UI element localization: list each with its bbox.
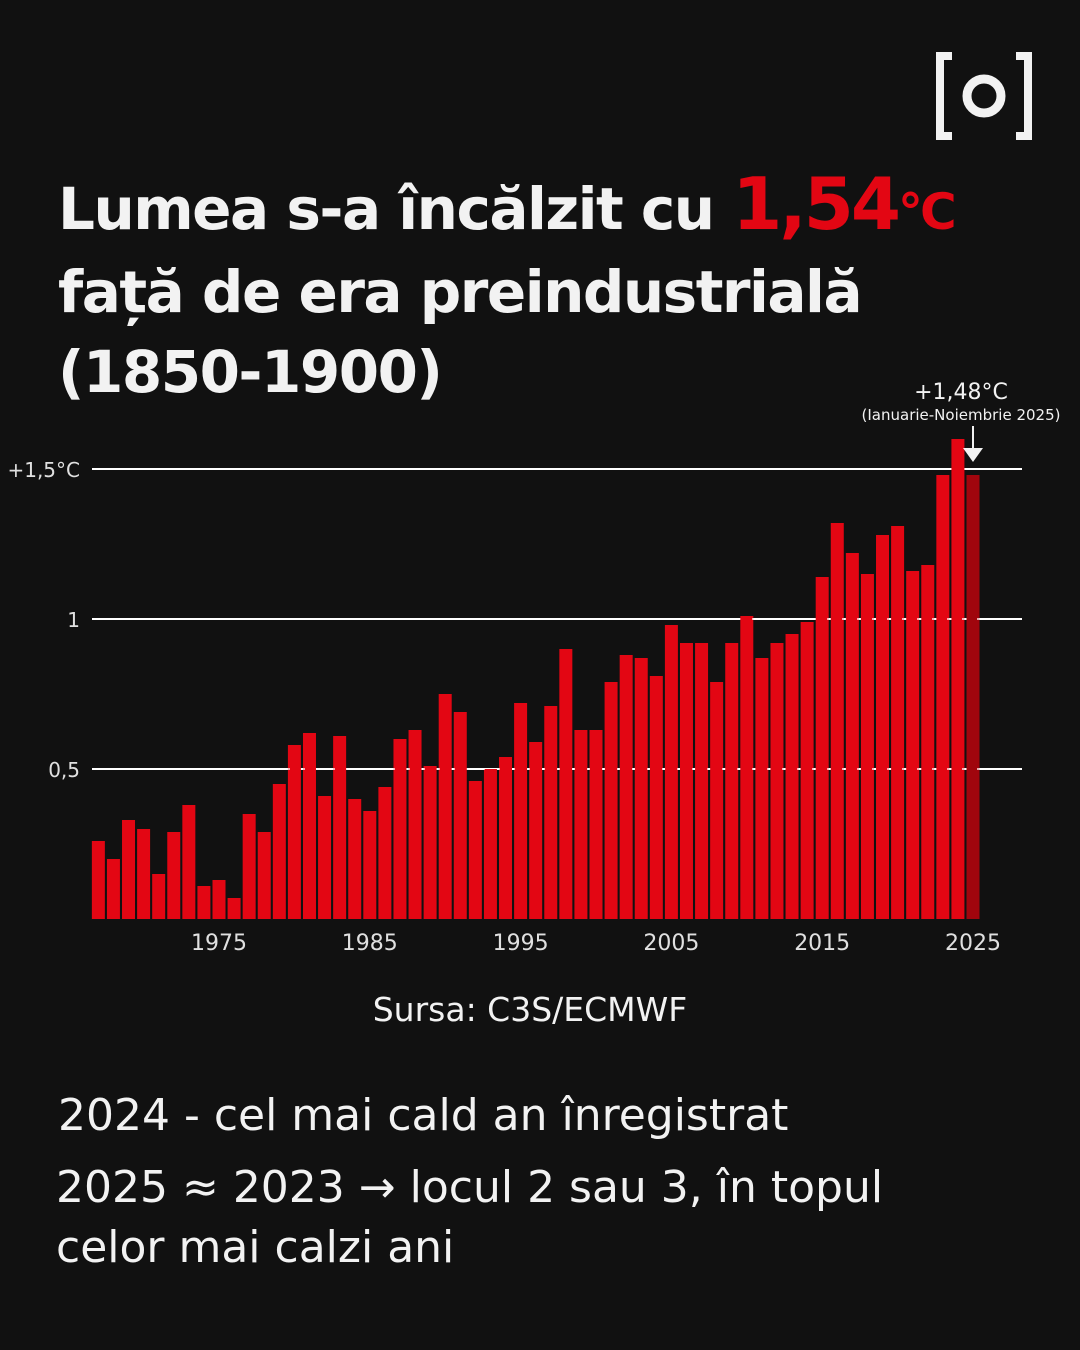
title-line3: (1850-1900) [58,338,443,406]
title-highlight: 1,54°C [732,162,957,246]
bar-2024 [951,439,965,919]
bar-1999 [574,730,588,919]
bar-2014 [800,622,814,919]
bar-2020 [891,526,905,919]
bar-2023 [936,475,950,919]
bar-1973 [182,805,196,919]
bar-2009 [725,643,739,919]
bar-1977 [242,814,256,919]
bar-1987 [393,739,407,919]
bar-1993 [483,769,497,919]
bar-1989 [423,766,437,919]
bar-2006 [679,643,693,919]
bar-1990 [438,694,452,919]
bar-1992 [468,781,482,919]
bar-2002 [619,655,633,919]
y-tick-label: +1,5°C [7,458,80,482]
bar-2022 [921,565,935,919]
bar-2007 [695,643,709,919]
page-title: Lumea s-a încălzit cu 1,54°C față de era… [58,162,957,412]
y-tick-label: 0,5 [48,758,80,782]
y-tick-label: 1 [67,608,80,632]
bar-2001 [604,682,618,919]
bar-1984 [348,799,362,919]
annotation-period: (Ianuarie-Noiembrie 2025) [862,406,1061,424]
bar-2010 [740,616,754,919]
x-tick-label: 1975 [191,931,247,956]
bar-1991 [453,712,467,919]
bar-2018 [860,574,874,919]
title-highlight-unit: °C [897,183,957,241]
bar-1970 [137,829,151,919]
bar-1997 [544,706,558,919]
title-part1: Lumea s-a încălzit cu [58,175,733,243]
note-2: 2025 ≈ 2023 → locul 2 sau 3, în topul ce… [56,1162,884,1273]
title-highlight-value: 1,54 [732,162,901,246]
bar-1998 [559,649,573,919]
bar-2004 [649,676,663,919]
bar-2011 [755,658,769,919]
bar-1980 [287,745,301,919]
bar-2015 [815,577,829,919]
bar-2003 [634,658,648,919]
bar-1983 [333,736,347,919]
bar-1981 [302,733,316,919]
arrow-down-icon [963,448,983,462]
bar-1994 [499,757,513,919]
x-tick-label: 2025 [945,931,1001,956]
source-text: Sursa: C3S/ECMWF [372,990,688,1029]
x-tick-label: 2005 [643,931,699,956]
bar-1988 [408,730,422,919]
bar-1972 [167,832,181,919]
bar-chart: 0,5 1 +1,5°C 1975 1985 1995 2005 2015 2025 +1,48°… [7,380,1061,956]
bar-1982 [318,796,332,919]
bar-2016 [830,523,844,919]
bar-1968 [106,859,120,919]
bar-1995 [514,703,528,919]
bar-1986 [378,787,392,919]
x-tick-label: 2015 [794,931,850,956]
x-tick-label: 1985 [342,931,398,956]
annotation-value: +1,48°C [914,380,1008,405]
bar-1967 [91,841,105,919]
bar-2008 [710,682,724,919]
bar-2012 [770,643,784,919]
bar-2000 [589,730,603,919]
bar-2021 [906,571,920,919]
note-1: 2024 - cel mai cald an înregistrat [58,1090,789,1141]
bar-1975 [212,880,226,919]
bar-1979 [272,784,286,919]
bar-1969 [122,820,136,919]
bar-1976 [227,898,241,919]
bar-1978 [257,832,271,919]
bar-1974 [197,886,211,919]
logo-icon [936,52,1032,140]
title-line2: față de era preindustrială [58,258,863,326]
bar-1985 [363,811,377,919]
x-tick-label: 1995 [493,931,549,956]
bar-2019 [876,535,890,919]
bar-2013 [785,634,799,919]
bar-2005 [664,625,678,919]
bar-1996 [529,742,543,919]
bar-1971 [152,874,166,919]
bar-2017 [845,553,859,919]
bar-2025 [966,475,980,919]
